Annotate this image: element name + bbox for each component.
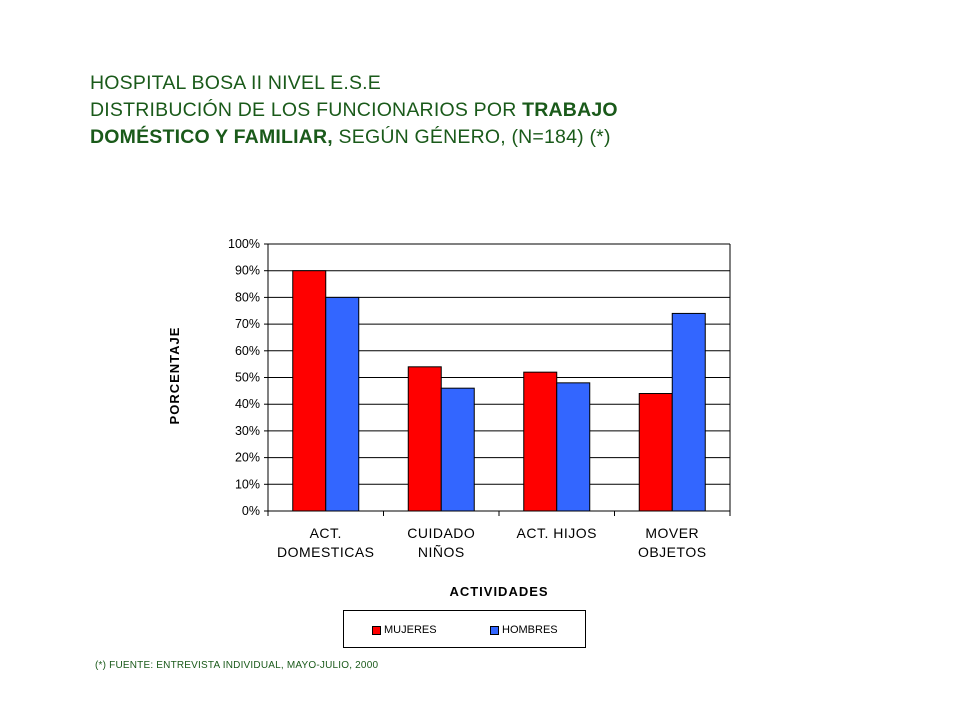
- bar-mujeres: [292, 270, 327, 512]
- x-tick-label: NIÑOS: [418, 544, 465, 560]
- y-tick-label: 10%: [235, 477, 260, 491]
- legend-swatch-mujeres: [372, 625, 381, 635]
- title-line-3-normal: SEGÚN GÉNERO, (N=184) (*): [332, 126, 611, 148]
- y-tick-label: 20%: [235, 451, 260, 465]
- y-axis-title: PORCENTAJE: [167, 327, 182, 425]
- legend-item-mujeres: MUJERES: [372, 624, 437, 636]
- bar-hombres: [440, 387, 475, 512]
- y-tick-label: 100%: [228, 237, 260, 251]
- legend-swatch-hombres: [490, 625, 499, 635]
- x-tick-label: ACT.: [310, 525, 342, 541]
- y-tick-label: 40%: [235, 397, 260, 411]
- y-tick-label: 0%: [242, 504, 260, 518]
- bar-mujeres: [638, 393, 673, 512]
- legend: MUJERES HOMBRES: [343, 610, 586, 648]
- bar-mujeres: [407, 366, 442, 512]
- legend-label-hombres: HOMBRES: [502, 624, 558, 636]
- x-tick-label: DOMESTICAS: [277, 544, 375, 560]
- x-tick-label: ACT. HIJOS: [517, 525, 597, 541]
- bar-hombres: [325, 296, 360, 512]
- title-line-1: HOSPITAL BOSA II NIVEL E.S.E: [90, 72, 381, 94]
- title-line-2-normal: DISTRIBUCIÓN DE LOS FUNCIONARIOS POR: [90, 99, 523, 121]
- y-tick-label: 80%: [235, 290, 260, 304]
- y-tick-label: 90%: [235, 264, 260, 278]
- x-tick-label: MOVER: [645, 525, 699, 541]
- legend-item-hombres: HOMBRES: [490, 624, 558, 636]
- bar-mujeres: [523, 371, 558, 512]
- y-tick-label: 60%: [235, 344, 260, 358]
- x-tick-label: CUIDADO: [407, 525, 475, 541]
- footnote: (*) FUENTE: ENTREVISTA INDIVIDUAL, MAYO-…: [95, 660, 379, 671]
- legend-label-mujeres: MUJERES: [384, 624, 437, 636]
- title-line-3: DOMÉSTICO Y FAMILIAR, SEGÚN GÉNERO, (N=1…: [90, 124, 850, 151]
- x-axis-title: ACTIVIDADES: [449, 584, 548, 599]
- x-tick-label: OBJETOS: [638, 544, 707, 560]
- y-tick-label: 50%: [235, 371, 260, 385]
- y-tick-label: 70%: [235, 317, 260, 331]
- bar-hombres: [671, 312, 706, 512]
- title-line-2-bold: TRABAJO: [522, 99, 618, 121]
- title-line-2: DISTRIBUCIÓN DE LOS FUNCIONARIOS POR TRA…: [90, 97, 850, 124]
- bar-hombres: [556, 382, 591, 512]
- title-line-3-bold: DOMÉSTICO Y FAMILIAR,: [90, 126, 333, 148]
- chart-title: HOSPITAL BOSA II NIVEL E.S.E DISTRIBUCIÓ…: [90, 70, 850, 151]
- y-tick-label: 30%: [235, 424, 260, 438]
